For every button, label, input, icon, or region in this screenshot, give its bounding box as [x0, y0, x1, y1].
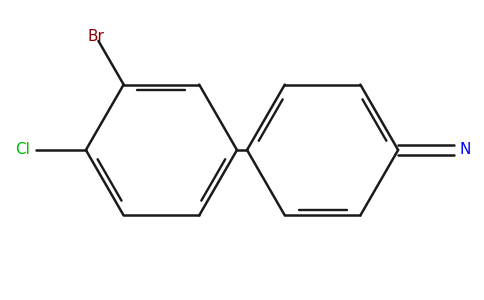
Text: N: N [460, 142, 471, 158]
Text: Cl: Cl [15, 142, 30, 158]
Text: Br: Br [88, 29, 105, 44]
